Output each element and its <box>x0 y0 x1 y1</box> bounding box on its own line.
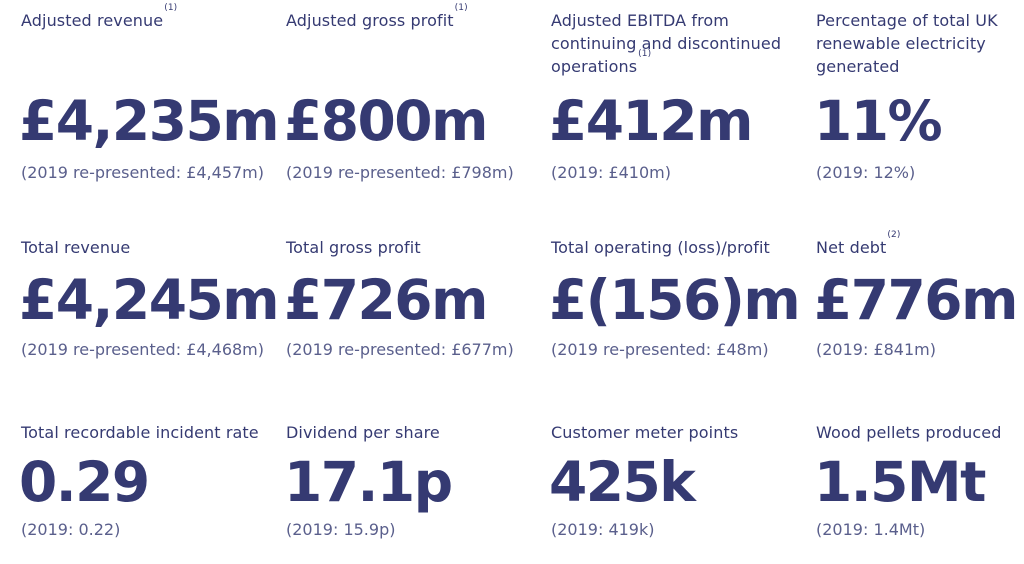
kpi-adjusted-ebitda: Adjusted EBITDA from continuing and disc… <box>549 9 806 184</box>
kpi-label-text: Dividend per share <box>286 423 440 442</box>
kpi-total-revenue: Total revenue £4,245m (2019 re-presented… <box>19 236 280 366</box>
kpi-label-text: Total recordable incident rate <box>21 423 259 442</box>
kpi-comparison: (2019: 419k) <box>551 520 655 539</box>
kpi-comparison: (2019: 12%) <box>816 163 916 182</box>
kpi-label-text: Adjusted gross profit <box>286 11 454 30</box>
kpi-comparison: (2019: £410m) <box>551 163 671 182</box>
footnote-marker: (1) <box>454 3 468 13</box>
kpi-label: Total recordable incident rate <box>21 421 276 444</box>
kpi-comparison: (2019: 0.22) <box>21 520 121 539</box>
kpi-label-text: Total operating (loss)/profit <box>551 238 770 257</box>
kpi-comparison: (2019 re-presented: £4,468m) <box>21 340 264 359</box>
kpi-dividend-per-share: Dividend per share 17.1p (2019: 15.9p) <box>284 421 541 551</box>
kpi-comparison: (2019 re-presented: £48m) <box>551 340 769 359</box>
kpi-value: £412m <box>549 89 753 153</box>
kpi-value: 0.29 <box>19 450 150 514</box>
kpi-label: Adjusted EBITDA from continuing and disc… <box>551 9 806 78</box>
kpi-label: Dividend per share <box>286 421 541 444</box>
kpi-value: 11% <box>814 89 943 153</box>
kpi-label: Customer meter points <box>551 421 806 444</box>
kpi-incident-rate: Total recordable incident rate 0.29 (201… <box>19 421 276 551</box>
kpi-label-text: Percentage of total UK renewable electri… <box>816 11 998 76</box>
kpi-label: Adjusted gross profit(1) <box>286 4 541 32</box>
kpi-value: 17.1p <box>284 450 453 514</box>
kpi-value: £776m <box>814 268 1018 332</box>
kpi-total-operating-profit: Total operating (loss)/profit £(156)m (2… <box>549 236 806 366</box>
kpi-comparison: (2019: 1.4Mt) <box>816 520 926 539</box>
kpi-label: Total revenue <box>21 236 276 259</box>
kpi-comparison: (2019: 15.9p) <box>286 520 396 539</box>
kpi-label-text: Adjusted revenue <box>21 11 164 30</box>
kpi-label-text: Total gross profit <box>286 238 421 257</box>
kpi-value: £726m <box>284 268 488 332</box>
kpi-total-gross-profit: Total gross profit £726m (2019 re-presen… <box>284 236 541 366</box>
kpi-value: £(156)m <box>549 268 801 332</box>
kpi-comparison: (2019: £841m) <box>816 340 936 359</box>
kpi-value: £4,245m <box>19 268 280 332</box>
footnote-marker: (1) <box>638 49 652 59</box>
kpi-label: Total gross profit <box>286 236 541 259</box>
kpi-net-debt: Net debt(2) £776m (2019: £841m) <box>814 231 1024 366</box>
kpi-label-text: Wood pellets produced <box>816 423 1002 442</box>
kpi-label-text: Adjusted EBITDA from continuing and disc… <box>551 11 782 76</box>
kpi-customer-meter-points: Customer meter points 425k (2019: 419k) <box>549 421 806 551</box>
kpi-value: £800m <box>284 89 488 153</box>
kpi-label: Adjusted revenue(1) <box>21 4 276 32</box>
kpi-label-text: Net debt <box>816 238 887 257</box>
kpi-comparison: (2019 re-presented: £4,457m) <box>21 163 264 182</box>
kpi-adjusted-gross-profit: Adjusted gross profit(1) £800m (2019 re-… <box>284 4 541 184</box>
kpi-label: Total operating (loss)/profit <box>551 236 806 259</box>
footnote-marker: (2) <box>887 230 901 240</box>
footnote-marker: (1) <box>164 3 178 13</box>
kpi-label-text: Total revenue <box>21 238 131 257</box>
kpi-renewable-percentage: Percentage of total UK renewable electri… <box>814 9 1024 184</box>
kpi-wood-pellets: Wood pellets produced 1.5Mt (2019: 1.4Mt… <box>814 421 1024 551</box>
kpi-comparison: (2019 re-presented: £677m) <box>286 340 514 359</box>
kpi-label-text: Customer meter points <box>551 423 739 442</box>
kpi-value: 1.5Mt <box>814 450 986 514</box>
kpi-label: Wood pellets produced <box>816 421 1024 444</box>
kpi-label: Net debt(2) <box>816 231 1024 259</box>
kpi-adjusted-revenue: Adjusted revenue(1) £4,235m (2019 re-pre… <box>19 4 280 184</box>
kpi-comparison: (2019 re-presented: £798m) <box>286 163 514 182</box>
kpi-label: Percentage of total UK renewable electri… <box>816 9 1024 78</box>
kpi-value: £4,235m <box>19 89 280 153</box>
kpi-value: 425k <box>549 450 696 514</box>
